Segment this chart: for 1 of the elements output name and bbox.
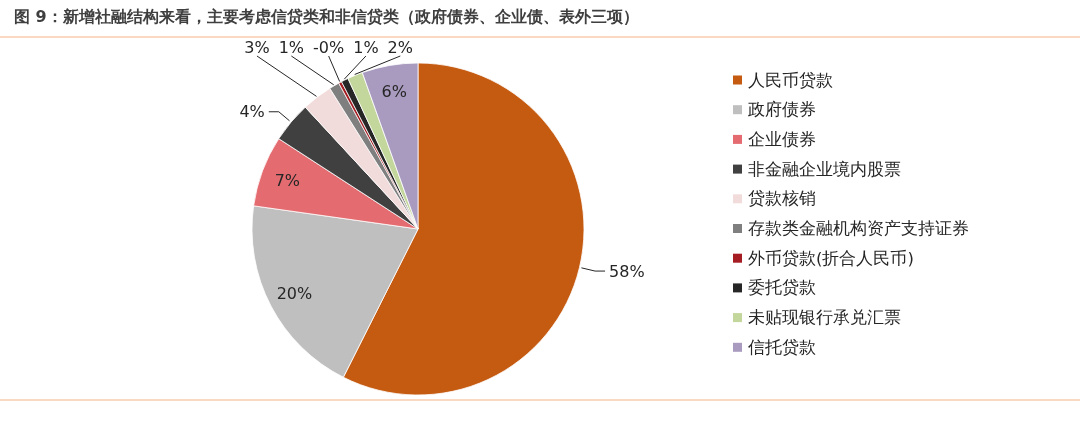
title: 图 9：新增社融结构来看，主要考虑信贷类和非信贷类（政府债券、企业债、表外三项） <box>14 7 639 26</box>
